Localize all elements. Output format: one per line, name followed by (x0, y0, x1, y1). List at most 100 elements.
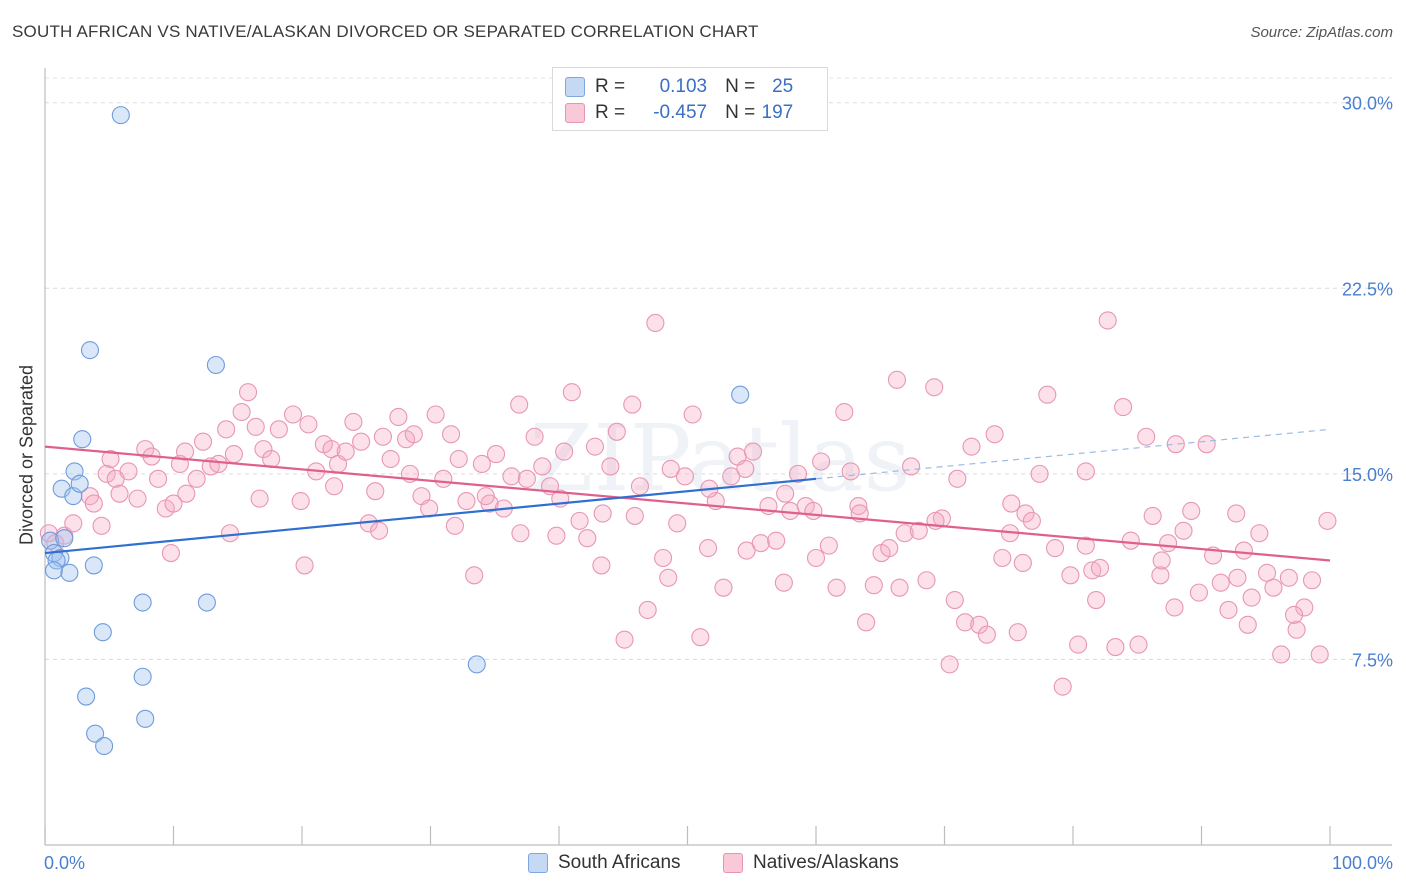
tick-labels: 7.5% 15.0% 22.5% 30.0% 0.0% 100.0% (44, 94, 1393, 873)
data-point-natives-alaskans (283, 405, 303, 424)
data-point-natives-alaskans (917, 571, 936, 590)
data-point-natives-alaskans (909, 521, 928, 540)
series-legend: South Africans Natives/Alaskans (0, 852, 1406, 876)
data-point-south-africans (731, 385, 750, 404)
data-point-natives-alaskans (1310, 645, 1329, 664)
data-point-natives-alaskans (767, 531, 786, 550)
data-point-natives-alaskans (1022, 511, 1041, 530)
trend-lines (44, 428, 1331, 562)
data-point-natives-alaskans (445, 516, 464, 535)
data-point-natives-alaskans (511, 524, 530, 543)
data-point-natives-alaskans (465, 566, 484, 585)
data-point-natives-alaskans (737, 541, 756, 560)
data-point-natives-alaskans (164, 494, 183, 513)
data-point-natives-alaskans (370, 521, 389, 540)
data-point-natives-alaskans (1061, 566, 1080, 585)
data-point-natives-alaskans (502, 467, 521, 486)
data-point-natives-alaskans (985, 425, 1004, 444)
data-point-natives-alaskans (1159, 534, 1178, 553)
data-point-natives-alaskans (217, 420, 236, 439)
data-point-natives-alaskans (64, 514, 83, 533)
data-point-natives-alaskans (1318, 511, 1337, 530)
data-point-natives-alaskans (774, 573, 793, 592)
data-point-natives-alaskans (262, 449, 281, 469)
data-point-natives-alaskans (295, 556, 314, 575)
data-point-natives-alaskans (806, 548, 826, 568)
axes (44, 68, 1392, 846)
natives-alaskans-points (39, 311, 1337, 696)
legend-label: Natives/Alaskans (753, 852, 899, 873)
data-point-natives-alaskans (404, 425, 423, 444)
data-point-natives-alaskans (299, 415, 318, 434)
data-point-natives-alaskans (1114, 398, 1133, 417)
data-point-south-africans (95, 736, 114, 756)
data-point-natives-alaskans (336, 442, 355, 461)
data-point-natives-alaskans (291, 492, 310, 511)
data-point-natives-alaskans (1152, 551, 1171, 570)
data-point-natives-alaskans (827, 578, 846, 597)
x-tick-label: 100.0% (1332, 853, 1393, 873)
data-point-natives-alaskans (476, 487, 495, 506)
data-point-natives-alaskans (209, 454, 228, 474)
blue-swatch-icon (528, 853, 548, 873)
data-point-natives-alaskans (699, 539, 718, 558)
data-point-natives-alaskans (819, 536, 838, 555)
data-point-natives-alaskans (570, 511, 589, 530)
data-point-natives-alaskans (1166, 435, 1185, 454)
data-point-natives-alaskans (895, 524, 914, 543)
data-point-natives-alaskans (890, 578, 909, 597)
data-point-natives-alaskans (97, 464, 116, 483)
data-point-south-africans (133, 667, 152, 686)
data-point-natives-alaskans (751, 534, 770, 553)
n-label: N = (725, 102, 756, 123)
legend-row-south-africans: R = 0.103 N = 25 (565, 75, 793, 99)
data-point-south-africans (133, 593, 152, 612)
trend-line-natives-alaskans (44, 445, 1331, 562)
data-point-natives-alaskans (1219, 600, 1238, 620)
data-point-natives-alaskans (849, 496, 868, 516)
data-point-natives-alaskans (1234, 541, 1253, 560)
data-point-natives-alaskans (925, 378, 944, 397)
data-point-natives-alaskans (683, 405, 702, 424)
data-point-natives-alaskans (1008, 623, 1027, 642)
data-point-natives-alaskans (344, 412, 363, 431)
data-point-natives-alaskans (1143, 506, 1162, 525)
data-point-natives-alaskans (1087, 591, 1106, 610)
trend-line-south-africans (44, 477, 817, 555)
data-point-natives-alaskans (1045, 539, 1065, 558)
data-point-natives-alaskans (654, 548, 673, 568)
data-point-natives-alaskans (1069, 635, 1088, 654)
data-point-natives-alaskans (691, 628, 710, 647)
data-point-natives-alaskans (1121, 531, 1140, 550)
data-point-natives-alaskans (128, 489, 147, 508)
data-point-natives-alaskans (426, 405, 445, 424)
data-point-natives-alaskans (1227, 504, 1246, 523)
data-point-natives-alaskans (977, 625, 996, 644)
data-point-natives-alaskans (864, 576, 883, 595)
blue-swatch-icon (565, 77, 585, 97)
data-point-natives-alaskans (788, 464, 808, 483)
data-point-natives-alaskans (224, 445, 243, 464)
data-point-natives-alaskans (736, 459, 755, 478)
data-point-natives-alaskans (1189, 583, 1208, 602)
pink-swatch-icon (723, 853, 743, 873)
data-point-natives-alaskans (1106, 638, 1125, 657)
data-point-natives-alaskans (1053, 677, 1072, 696)
data-point-natives-alaskans (880, 539, 899, 558)
data-point-natives-alaskans (615, 630, 634, 649)
data-point-natives-alaskans (970, 615, 989, 634)
data-point-natives-alaskans (1228, 568, 1247, 587)
x-tick-label: 0.0% (44, 853, 85, 873)
data-point-natives-alaskans (675, 467, 694, 486)
data-point-natives-alaskans (623, 395, 642, 414)
data-point-natives-alaskans (525, 427, 544, 446)
data-point-natives-alaskans (1302, 571, 1322, 590)
y-tick-label: 7.5% (1352, 650, 1393, 670)
data-point-natives-alaskans (533, 457, 552, 476)
data-point-natives-alaskans (948, 469, 967, 488)
data-point-natives-alaskans (1272, 645, 1291, 664)
data-point-natives-alaskans (887, 370, 907, 389)
data-point-natives-alaskans (92, 516, 111, 535)
data-point-south-africans (77, 687, 96, 706)
trend-line-south-africans-extension (815, 428, 1331, 480)
